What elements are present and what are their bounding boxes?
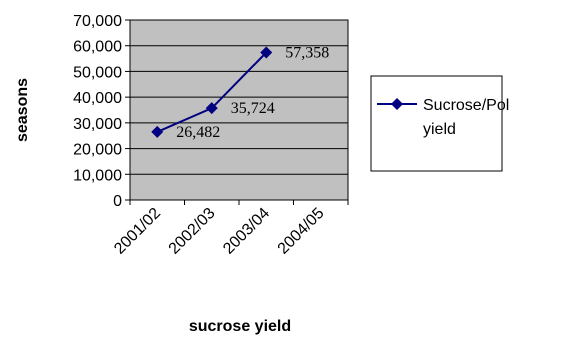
data-label: 57,358 — [285, 45, 329, 62]
legend-label-line2: yield — [423, 121, 456, 138]
x-tick-label: 2004/05 — [275, 205, 328, 258]
axes — [125, 19, 349, 205]
x-tick-label: 2001/02 — [111, 205, 164, 258]
y-tick-label: 20,000 — [73, 142, 122, 159]
y-tick-label: 50,000 — [73, 64, 122, 81]
gridlines — [130, 45, 348, 175]
x-tick-label: 2003/04 — [220, 205, 273, 258]
y-tick-label: 10,000 — [73, 167, 122, 184]
y-tick-label: 0 — [113, 193, 122, 210]
legend: Sucrose/Pol yield — [370, 75, 509, 172]
y-tick-label: 70,000 — [73, 13, 122, 30]
y-axis-title: seasons — [14, 78, 31, 142]
plot-area — [129, 19, 349, 201]
data-label: 35,724 — [231, 100, 275, 117]
data-point-marker — [151, 125, 164, 138]
y-tick-label: 40,000 — [73, 90, 122, 107]
legend-box — [370, 75, 503, 172]
series-line — [151, 46, 273, 138]
y-tick-label: 60,000 — [73, 39, 122, 56]
data-labels: 26,482 35,724 57,358 — [176, 45, 329, 141]
x-tick-labels: 2001/02 2002/03 2003/04 2004/05 — [111, 205, 327, 258]
data-point-marker — [205, 102, 218, 115]
x-axis-title: sucrose yield — [189, 318, 291, 335]
legend-diamond-marker — [391, 98, 403, 110]
legend-label-line1: Sucrose/Pol — [423, 97, 509, 114]
y-tick-labels: 0 10,000 20,000 30,000 40,000 50,000 60,000 70,… — [73, 13, 122, 210]
data-point-marker — [260, 46, 273, 59]
data-label: 26,482 — [176, 124, 220, 141]
x-tick-label: 2002/03 — [166, 205, 219, 258]
y-tick-label: 30,000 — [73, 116, 122, 133]
